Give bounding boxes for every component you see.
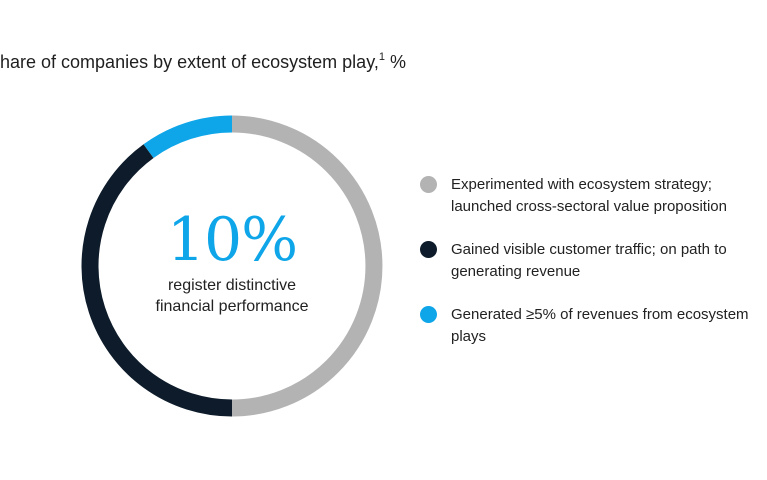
legend-label: Experimented with ecosystem strategy; la… xyxy=(451,176,727,215)
title-unit: % xyxy=(390,52,407,72)
legend-swatch xyxy=(420,241,437,258)
slice-experimented xyxy=(231,115,383,417)
legend: Experimented with ecosystem strategy; la… xyxy=(420,174,765,369)
legend-label: Generated ≥5% of revenues from ecosystem… xyxy=(451,306,749,345)
donut-chart xyxy=(81,115,383,417)
center-caption: register distinctive financial performan… xyxy=(156,275,309,317)
center-value: 10% xyxy=(166,205,298,275)
legend-item-customer-traffic: Gained visible customer traffic; on path… xyxy=(420,239,765,283)
chart-title: hare of companies by extent of ecosystem… xyxy=(0,51,407,73)
center-caption-line-1: register distinctive xyxy=(167,277,297,294)
donut-center: 10% register distinctive financial perfo… xyxy=(80,114,384,418)
legend-item-experimented: Experimented with ecosystem strategy; la… xyxy=(420,174,765,218)
center-caption-line-2: financial performance xyxy=(155,298,309,315)
legend-item-revenues: Generated ≥5% of revenues from ecosystem… xyxy=(420,304,765,348)
legend-swatch xyxy=(420,306,437,323)
legend-swatch xyxy=(420,176,437,193)
legend-label: Gained visible customer traffic; on path… xyxy=(451,241,727,280)
slice-customer-traffic xyxy=(81,144,233,417)
slice-revenues xyxy=(143,115,233,159)
chart-title-text: hare of companies by extent of ecosystem… xyxy=(0,52,379,72)
title-footnote-marker: 1 xyxy=(378,51,385,63)
